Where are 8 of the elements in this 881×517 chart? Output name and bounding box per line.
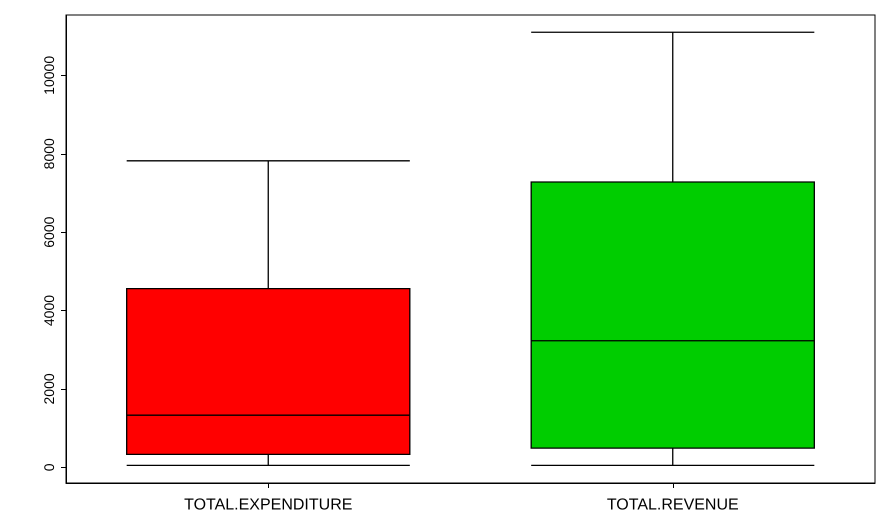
x-tick-label: TOTAL.REVENUE [606, 496, 739, 514]
y-tick-label: 4000 [41, 294, 57, 326]
y-tick-label: 10000 [41, 56, 57, 95]
y-tick-label: 2000 [41, 373, 57, 405]
x-tick-label: TOTAL.EXPENDITURE [184, 496, 352, 514]
y-tick-label: 6000 [41, 216, 57, 248]
y-tick-label: 0 [41, 463, 57, 472]
y-tick-label: 8000 [41, 138, 57, 170]
